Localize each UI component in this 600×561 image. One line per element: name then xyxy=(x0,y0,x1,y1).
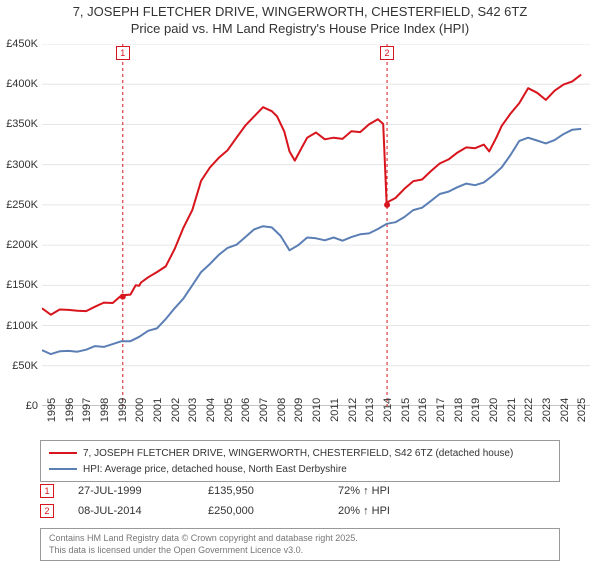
x-tick-label: 2008 xyxy=(276,398,288,422)
x-tick-label: 1998 xyxy=(99,398,111,422)
sale-row-2: 2 08-JUL-2014 £250,000 20% ↑ HPI xyxy=(40,504,560,518)
x-tick-label: 2019 xyxy=(470,398,482,422)
legend-row-2: HPI: Average price, detached house, Nort… xyxy=(49,461,551,477)
legend-label-1: 7, JOSEPH FLETCHER DRIVE, WINGERWORTH, C… xyxy=(83,448,513,459)
x-tick-label: 2022 xyxy=(523,398,535,422)
x-tick-label: 2017 xyxy=(435,398,447,422)
x-tick-label: 1997 xyxy=(81,398,93,422)
x-tick-label: 1999 xyxy=(117,398,129,422)
x-tick-label: 2010 xyxy=(311,398,323,422)
sale-price-2: £250,000 xyxy=(208,505,338,517)
legend: 7, JOSEPH FLETCHER DRIVE, WINGERWORTH, C… xyxy=(40,440,560,482)
x-tick-label: 2013 xyxy=(364,398,376,422)
x-tick-label: 2023 xyxy=(541,398,553,422)
sale-delta-2: 20% ↑ HPI xyxy=(338,505,468,517)
sale-marker-2: 2 xyxy=(40,504,54,518)
y-tick-label: £150K xyxy=(0,279,38,291)
x-tick-label: 2024 xyxy=(559,398,571,422)
title-line2: Price paid vs. HM Land Registry's House … xyxy=(131,21,469,36)
attribution: Contains HM Land Registry data © Crown c… xyxy=(40,528,560,561)
x-tick-label: 2012 xyxy=(347,398,359,422)
legend-swatch-2 xyxy=(49,468,77,470)
sale-price-1: £135,950 xyxy=(208,485,338,497)
attribution-line1: Contains HM Land Registry data © Crown c… xyxy=(49,533,358,543)
x-tick-label: 2009 xyxy=(293,398,305,422)
sale-date-1: 27-JUL-1999 xyxy=(78,485,208,497)
x-tick-label: 2016 xyxy=(417,398,429,422)
sale-row-1: 1 27-JUL-1999 £135,950 72% ↑ HPI xyxy=(40,484,560,498)
x-tick-label: 2018 xyxy=(453,398,465,422)
legend-swatch-1 xyxy=(49,452,77,454)
chart-sale-marker: 2 xyxy=(380,46,394,60)
y-tick-label: £200K xyxy=(0,239,38,251)
x-tick-label: 2021 xyxy=(506,398,518,422)
chart-sale-marker: 1 xyxy=(116,46,130,60)
x-tick-label: 2015 xyxy=(400,398,412,422)
x-tick-label: 2005 xyxy=(223,398,235,422)
legend-row-1: 7, JOSEPH FLETCHER DRIVE, WINGERWORTH, C… xyxy=(49,445,551,461)
y-tick-label: £0 xyxy=(0,400,38,412)
chart-title: 7, JOSEPH FLETCHER DRIVE, WINGERWORTH, C… xyxy=(0,0,600,38)
x-tick-label: 2003 xyxy=(187,398,199,422)
x-tick-label: 2011 xyxy=(329,398,341,422)
y-tick-label: £300K xyxy=(0,159,38,171)
y-tick-label: £50K xyxy=(0,360,38,372)
chart-svg xyxy=(42,44,590,406)
x-tick-label: 2014 xyxy=(382,398,394,422)
legend-label-2: HPI: Average price, detached house, Nort… xyxy=(83,464,347,475)
x-tick-label: 1995 xyxy=(46,398,58,422)
y-tick-label: £100K xyxy=(0,320,38,332)
x-tick-label: 1996 xyxy=(64,398,76,422)
sale-delta-1: 72% ↑ HPI xyxy=(338,485,468,497)
title-line1: 7, JOSEPH FLETCHER DRIVE, WINGERWORTH, C… xyxy=(73,4,528,19)
x-tick-label: 2004 xyxy=(205,398,217,422)
x-tick-label: 2000 xyxy=(134,398,146,422)
sale-date-2: 08-JUL-2014 xyxy=(78,505,208,517)
y-tick-label: £400K xyxy=(0,78,38,90)
x-tick-label: 2007 xyxy=(258,398,270,422)
y-tick-label: £250K xyxy=(0,199,38,211)
attribution-line2: This data is licensed under the Open Gov… xyxy=(49,545,303,555)
chart-area: £0£50K£100K£150K£200K£250K£300K£350K£400… xyxy=(42,44,590,406)
x-tick-label: 2025 xyxy=(576,398,588,422)
x-tick-label: 2006 xyxy=(240,398,252,422)
x-tick-label: 2002 xyxy=(170,398,182,422)
x-tick-label: 2001 xyxy=(152,398,164,422)
x-tick-label: 2020 xyxy=(488,398,500,422)
sale-marker-1: 1 xyxy=(40,484,54,498)
y-tick-label: £350K xyxy=(0,118,38,130)
y-tick-label: £450K xyxy=(0,38,38,50)
